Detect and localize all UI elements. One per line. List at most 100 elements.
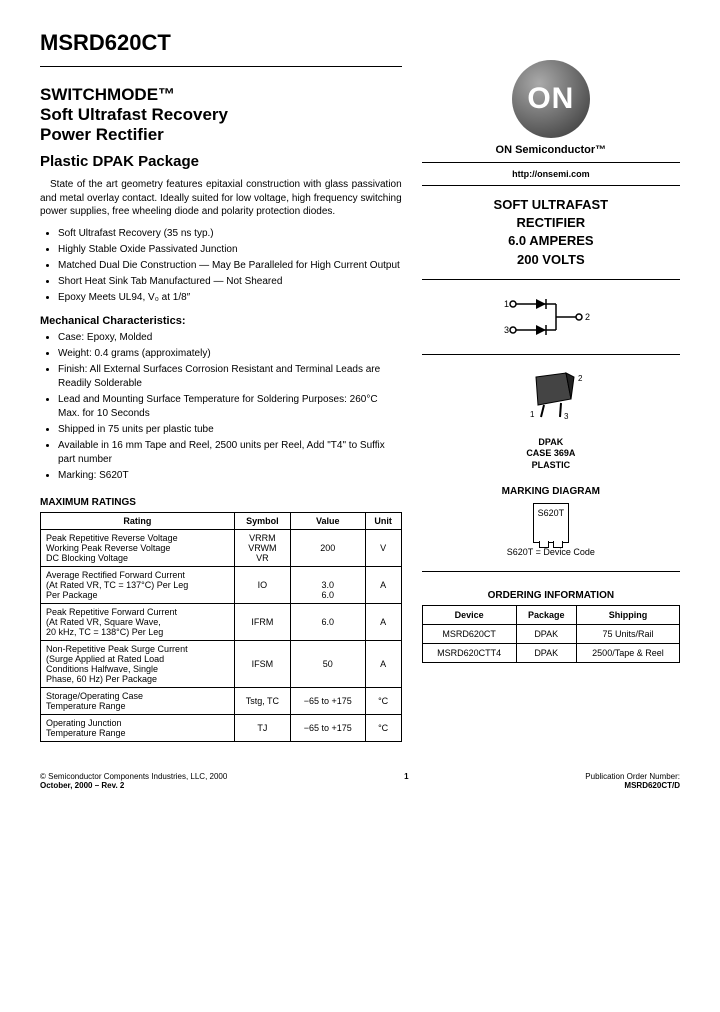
cell: TJ — [234, 714, 290, 741]
cell: MSRD620CTT4 — [422, 643, 516, 662]
on-logo-icon: ON — [512, 60, 590, 138]
table-header-row: Rating Symbol Value Unit — [41, 512, 402, 529]
cell: IFSM — [234, 640, 290, 687]
cell: °C — [365, 714, 401, 741]
pkg-line: DPAK — [422, 437, 680, 449]
title-line-2: Soft Ultrafast Recovery — [40, 105, 402, 125]
date-rev: October, 2000 – Rev. 2 — [40, 781, 227, 790]
cell: 6.0 — [290, 603, 365, 640]
th-symbol: Symbol — [234, 512, 290, 529]
cell: IO — [234, 566, 290, 603]
title-line-1: SWITCHMODE™ — [40, 85, 402, 105]
th-value: Value — [290, 512, 365, 529]
pub-label: Publication Order Number: — [585, 772, 680, 781]
cell: VRRM VRWM VR — [234, 529, 290, 566]
cell: Peak Repetitive Reverse Voltage Working … — [41, 529, 235, 566]
th: Shipping — [576, 605, 679, 624]
spec-line: 200 VOLTS — [422, 251, 680, 269]
cell: 200 — [290, 529, 365, 566]
logo-wrap: ON ON Semiconductor™ — [422, 60, 680, 156]
features-list: Soft Ultrafast Recovery (35 ns typ.) Hig… — [40, 227, 402, 305]
page-number: 1 — [227, 772, 585, 790]
table-row: Average Rectified Forward Current (At Ra… — [41, 566, 402, 603]
th: Package — [516, 605, 576, 624]
feature-item: Soft Ultrafast Recovery (35 ns typ.) — [58, 227, 402, 241]
pkg-label: DPAK CASE 369A PLASTIC — [422, 437, 680, 472]
cell: −65 to +175 — [290, 714, 365, 741]
cell: Non-Repetitive Peak Surge Current (Surge… — [41, 640, 235, 687]
cell: Average Rectified Forward Current (At Ra… — [41, 566, 235, 603]
marking-code: S620T — [538, 508, 565, 518]
table-row: MSRD620CTT4DPAK2500/Tape & Reel — [422, 643, 679, 662]
dpak-package-icon: 1 2 3 — [516, 367, 586, 425]
part-number: MSRD620CT — [40, 30, 680, 56]
marking-heading: MARKING DIAGRAM — [422, 486, 680, 497]
svg-text:3: 3 — [564, 412, 569, 421]
cell: A — [365, 640, 401, 687]
divider — [422, 162, 680, 163]
ratings-title: MAXIMUM RATINGS — [40, 497, 402, 508]
intro-text: State of the art geometry features epita… — [40, 178, 402, 219]
pinout-diagram: 1 3 2 — [422, 292, 680, 342]
subtitle: Plastic DPAK Package — [40, 153, 402, 170]
cell: V — [365, 529, 401, 566]
mech-item: Shipped in 75 units per plastic tube — [58, 423, 402, 437]
cell: Operating Junction Temperature Range — [41, 714, 235, 741]
footer-right: Publication Order Number: MSRD620CT/D — [585, 772, 680, 790]
cell: 3.0 6.0 — [290, 566, 365, 603]
cell: DPAK — [516, 624, 576, 643]
mech-heading: Mechanical Characteristics: — [40, 315, 402, 327]
cell: Tstg, TC — [234, 687, 290, 714]
diode-circuit-icon: 1 3 2 — [501, 292, 601, 342]
cell: DPAK — [516, 643, 576, 662]
divider — [422, 279, 680, 280]
th-rating: Rating — [41, 512, 235, 529]
th-unit: Unit — [365, 512, 401, 529]
marking-note: S620T = Device Code — [422, 547, 680, 557]
cell: A — [365, 566, 401, 603]
cell: 50 — [290, 640, 365, 687]
pkg-line: CASE 369A — [422, 448, 680, 460]
marking-diagram: S620T — [533, 503, 569, 543]
mech-item: Case: Epoxy, Molded — [58, 331, 402, 345]
cell: Peak Repetitive Forward Current (At Rate… — [41, 603, 235, 640]
svg-text:3: 3 — [504, 325, 509, 335]
cell: IFRM — [234, 603, 290, 640]
page-footer: © Semiconductor Components Industries, L… — [40, 772, 680, 790]
divider — [422, 354, 680, 355]
page-columns: SWITCHMODE™ Soft Ultrafast Recovery Powe… — [40, 60, 680, 742]
th: Device — [422, 605, 516, 624]
table-row: Operating Junction Temperature RangeTJ−6… — [41, 714, 402, 741]
mech-item: Weight: 0.4 grams (approximately) — [58, 347, 402, 361]
divider — [422, 571, 680, 572]
table-row: Peak Repetitive Forward Current (At Rate… — [41, 603, 402, 640]
cell: 2500/Tape & Reel — [576, 643, 679, 662]
ratings-table: Rating Symbol Value Unit Peak Repetitive… — [40, 512, 402, 742]
title-line-3: Power Rectifier — [40, 125, 402, 145]
cell: 75 Units/Rail — [576, 624, 679, 643]
cell: A — [365, 603, 401, 640]
spec-box: SOFT ULTRAFAST RECTIFIER 6.0 AMPERES 200… — [422, 196, 680, 269]
cell: °C — [365, 687, 401, 714]
spec-line: SOFT ULTRAFAST — [422, 196, 680, 214]
pub-number: MSRD620CT/D — [585, 781, 680, 790]
cell: Storage/Operating Case Temperature Range — [41, 687, 235, 714]
mech-list: Case: Epoxy, Molded Weight: 0.4 grams (a… — [40, 331, 402, 483]
copyright: © Semiconductor Components Industries, L… — [40, 772, 227, 781]
mech-item: Marking: S620T — [58, 469, 402, 483]
svg-text:1: 1 — [530, 410, 535, 419]
feature-item: Matched Dual Die Construction — May Be P… — [58, 259, 402, 273]
mech-item: Finish: All External Surfaces Corrosion … — [58, 363, 402, 391]
brand-name: ON Semiconductor™ — [422, 144, 680, 156]
order-heading: ORDERING INFORMATION — [422, 590, 680, 601]
table-row: MSRD620CTDPAK75 Units/Rail — [422, 624, 679, 643]
feature-item: Short Heat Sink Tab Manufactured — Not S… — [58, 275, 402, 289]
right-column: ON ON Semiconductor™ http://onsemi.com S… — [422, 60, 680, 742]
table-row: Storage/Operating Case Temperature Range… — [41, 687, 402, 714]
pkg-line: PLASTIC — [422, 460, 680, 472]
mech-item: Lead and Mounting Surface Temperature fo… — [58, 393, 402, 421]
mech-item: Available in 16 mm Tape and Reel, 2500 u… — [58, 439, 402, 467]
spec-line: RECTIFIER — [422, 214, 680, 232]
package-diagram: 1 2 3 — [422, 367, 680, 425]
brand-url: http://onsemi.com — [422, 169, 680, 179]
